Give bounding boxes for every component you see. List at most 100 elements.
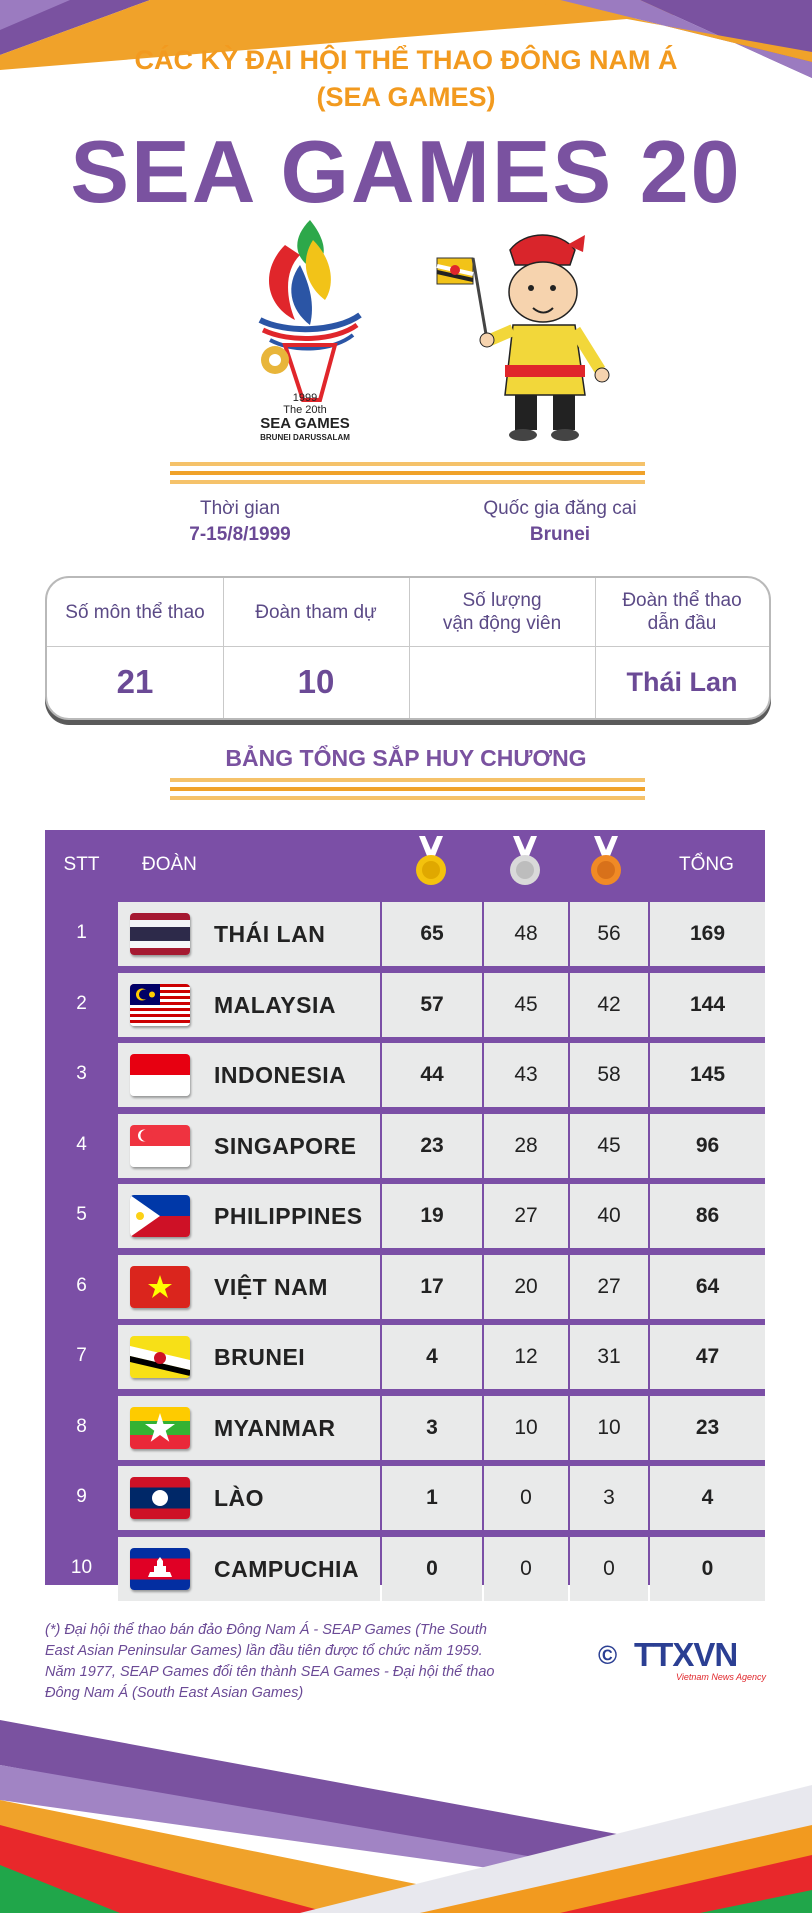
row-rank: 2 bbox=[76, 993, 87, 1014]
kicker-line-1: CÁC KỲ ĐẠI HỘI THỂ THAO ĐÔNG NAM Á bbox=[134, 45, 678, 75]
stat-teams-value: 10 bbox=[297, 663, 335, 700]
host-value: Brunei bbox=[529, 524, 591, 545]
team-name: VIỆT NAM bbox=[214, 1273, 328, 1300]
silver-count: 12 bbox=[484, 1325, 568, 1389]
total-count: 86 bbox=[650, 1184, 765, 1248]
footnote: (*) Đại hội thể thao bán đảo Đông Nam Á … bbox=[45, 1622, 495, 1701]
stat-athletes: Số lượng vận động viên bbox=[409, 578, 596, 718]
silver-count: 28 bbox=[484, 1114, 568, 1178]
row-rank: 5 bbox=[76, 1204, 87, 1225]
silver-count: 27 bbox=[484, 1184, 568, 1248]
gold-count: 19 bbox=[382, 1184, 482, 1248]
table-row: MYANMAR 3 10 10 23 bbox=[118, 1396, 765, 1460]
divider-stripes-1 bbox=[170, 462, 645, 484]
col-header-stt: STT bbox=[63, 854, 100, 875]
team-name: BRUNEI bbox=[214, 1343, 306, 1370]
bronze-count: 58 bbox=[570, 1043, 648, 1107]
stat-sports-value: 21 bbox=[116, 663, 154, 700]
gold-count: 44 bbox=[382, 1043, 482, 1107]
team-cell: THÁI LAN bbox=[118, 902, 380, 966]
stat-sports-label: Số môn thể thao bbox=[65, 601, 205, 623]
team-cell: VIỆT NAM bbox=[118, 1255, 380, 1319]
brand-name: TTXVN bbox=[634, 1636, 738, 1673]
table-row: BRUNEI 4 12 31 47 bbox=[118, 1325, 765, 1389]
total-count: 144 bbox=[650, 973, 765, 1037]
table-row: PHILIPPINES 19 27 40 86 bbox=[118, 1184, 765, 1248]
row-rank: 6 bbox=[76, 1275, 87, 1296]
total-count: 47 bbox=[650, 1325, 765, 1389]
table-row: LÀO 1 0 3 4 bbox=[118, 1466, 765, 1530]
team-cell: BRUNEI bbox=[118, 1325, 380, 1389]
team-cell: CAMPUCHIA bbox=[118, 1537, 380, 1601]
silver-medal-icon bbox=[510, 836, 540, 885]
divider-stripes-2 bbox=[170, 778, 645, 800]
silver-count: 20 bbox=[484, 1255, 568, 1319]
gold-count: 0 bbox=[382, 1537, 482, 1601]
table-row: SINGAPORE 23 28 45 96 bbox=[118, 1114, 765, 1178]
gold-count: 4 bbox=[382, 1325, 482, 1389]
bronze-count: 42 bbox=[570, 973, 648, 1037]
total-count: 4 bbox=[650, 1466, 765, 1530]
total-count: 145 bbox=[650, 1043, 765, 1107]
flag-icon bbox=[130, 1548, 190, 1590]
stat-leader-label-1: Đoàn thể thao bbox=[622, 590, 742, 611]
stats-divider bbox=[47, 646, 769, 647]
row-rank: 4 bbox=[76, 1134, 87, 1155]
gold-count: 17 bbox=[382, 1255, 482, 1319]
silver-count: 0 bbox=[484, 1537, 568, 1601]
table-row: VIỆT NAM 17 20 27 64 bbox=[118, 1255, 765, 1319]
stat-athletes-label-1: Số lượng bbox=[462, 590, 542, 611]
stat-athletes-label-2: vận động viên bbox=[442, 613, 562, 634]
table-row: INDONESIA 44 43 58 145 bbox=[118, 1043, 765, 1107]
team-cell: MYANMAR bbox=[118, 1396, 380, 1460]
bronze-medal-icon bbox=[591, 836, 621, 885]
col-header-total: TỔNG bbox=[679, 854, 734, 875]
flag-icon bbox=[130, 1266, 190, 1308]
time-label: Thời gian bbox=[199, 498, 281, 519]
logo-edition: The 20th bbox=[283, 404, 327, 416]
team-cell: INDONESIA bbox=[118, 1043, 380, 1107]
team-name: THÁI LAN bbox=[214, 920, 326, 947]
flag-icon bbox=[130, 984, 190, 1026]
team-cell: LÀO bbox=[118, 1466, 380, 1530]
stat-teams: Đoàn tham dự 10 bbox=[223, 578, 410, 718]
team-name: MALAYSIA bbox=[214, 991, 336, 1018]
team-cell: SINGAPORE bbox=[118, 1114, 380, 1178]
stat-sports: Số môn thể thao 21 bbox=[47, 578, 224, 718]
medal-table-title: BẢNG TỔNG SẮP HUY CHƯƠNG bbox=[225, 745, 587, 771]
gold-count: 3 bbox=[382, 1396, 482, 1460]
bronze-count: 45 bbox=[570, 1114, 648, 1178]
silver-count: 45 bbox=[484, 973, 568, 1037]
copyright-symbol: © bbox=[598, 1640, 618, 1670]
team-name: LÀO bbox=[214, 1484, 265, 1511]
logo-games: SEA GAMES bbox=[260, 415, 350, 432]
gold-count: 1 bbox=[382, 1466, 482, 1530]
team-name: INDONESIA bbox=[214, 1061, 347, 1088]
total-count: 23 bbox=[650, 1396, 765, 1460]
brand-sub: Vietnam News Agency bbox=[676, 1672, 767, 1682]
row-rank: 7 bbox=[76, 1345, 87, 1366]
series-kicker: CÁC KỲ ĐẠI HỘI THỂ THAO ĐÔNG NAM Á (SEA … bbox=[0, 42, 812, 116]
team-cell: MALAYSIA bbox=[118, 973, 380, 1037]
logo-caption: 1999 The 20th SEA GAMES BRUNEI DARUSSALA… bbox=[230, 392, 380, 444]
stat-athletes-label: Số lượng vận động viên bbox=[409, 578, 595, 646]
stat-athletes-value bbox=[409, 648, 595, 716]
bottom-decoration bbox=[0, 1720, 812, 1913]
stat-leader-label-2: dẫn đầu bbox=[647, 613, 717, 634]
team-name: CAMPUCHIA bbox=[214, 1555, 360, 1582]
silver-count: 48 bbox=[484, 902, 568, 966]
silver-count: 43 bbox=[484, 1043, 568, 1107]
bronze-count: 10 bbox=[570, 1396, 648, 1460]
bronze-count: 27 bbox=[570, 1255, 648, 1319]
col-header-team: ĐOÀN bbox=[142, 854, 197, 875]
host-label: Quốc gia đăng cai bbox=[483, 498, 637, 519]
row-rank: 9 bbox=[76, 1486, 87, 1507]
row-rank: 1 bbox=[76, 922, 87, 943]
silver-count: 10 bbox=[484, 1396, 568, 1460]
row-rank: 10 bbox=[70, 1557, 93, 1578]
flag-icon bbox=[130, 913, 190, 955]
team-name: SINGAPORE bbox=[214, 1132, 357, 1159]
team-name: PHILIPPINES bbox=[214, 1202, 363, 1229]
time-value: 7-15/8/1999 bbox=[189, 524, 291, 545]
flag-icon bbox=[130, 1407, 190, 1449]
